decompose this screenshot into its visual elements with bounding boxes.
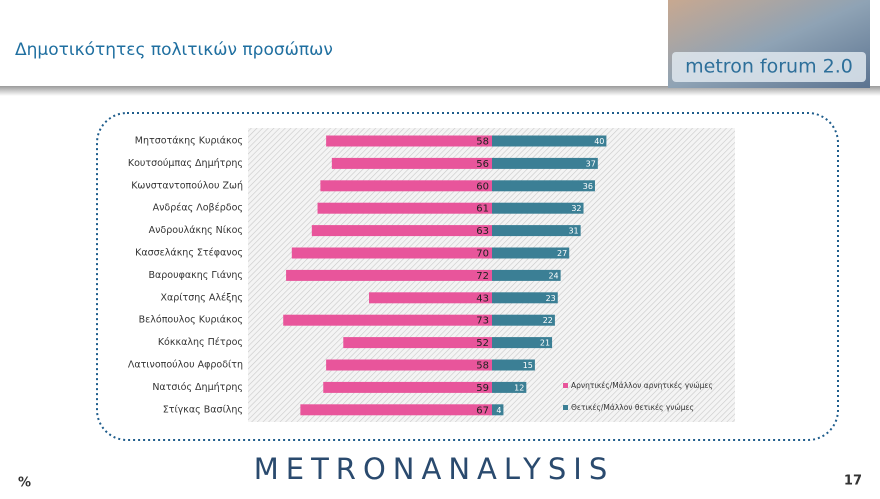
value-label: 31	[568, 227, 578, 236]
category-label: Λατινοπούλου Αφροδίτη	[128, 360, 243, 371]
category-label: Ανδρέας Λοβέρδος	[153, 203, 243, 214]
bar-negative	[291, 247, 492, 259]
value-label: 59	[476, 383, 489, 394]
value-label: 56	[476, 159, 489, 170]
bar-negative	[286, 269, 492, 281]
value-label: 12	[514, 383, 524, 392]
header-band	[0, 86, 880, 96]
category-label: Στίγκας Βασίλης	[163, 404, 243, 415]
value-label: 32	[571, 204, 581, 213]
bar-positive	[492, 135, 607, 147]
category-label: Βαρουφακης Γιάνης	[148, 270, 243, 281]
legend-swatch	[563, 405, 568, 410]
bar-positive	[492, 157, 598, 169]
bar-negative	[343, 337, 492, 349]
value-label: 60	[476, 181, 489, 192]
value-label: 37	[586, 159, 596, 168]
value-label: 58	[476, 137, 489, 148]
value-label: 67	[476, 405, 489, 416]
value-label: 58	[476, 361, 489, 372]
slide-title: Δημοτικότητες πολιτικών προσώπων	[15, 40, 333, 60]
bar-positive	[492, 247, 570, 259]
brand: METRONANALYSIS	[254, 452, 615, 486]
bar-negative	[326, 135, 492, 147]
bar-positive	[492, 225, 581, 237]
category-label: Κωνσταντοπούλου Ζωή	[131, 180, 243, 191]
bar-positive	[492, 404, 504, 416]
value-label: 15	[523, 361, 533, 370]
bar-positive	[492, 314, 555, 326]
value-label: 72	[476, 271, 489, 282]
value-label: 23	[546, 294, 556, 303]
bar-negative	[283, 314, 492, 326]
category-label: Βελόπουλος Κυριάκος	[139, 315, 243, 326]
category-label: Μητσοτάκης Κυριάκος	[135, 136, 243, 147]
bar-negative	[300, 404, 492, 416]
category-label: Ανδρουλάκης Νίκος	[149, 225, 243, 236]
bar-positive	[492, 359, 535, 371]
logo-plate	[672, 52, 866, 82]
bar-negative	[317, 202, 492, 214]
page-number: 17	[844, 474, 862, 489]
value-label: 4	[496, 406, 501, 415]
value-label: 73	[476, 316, 489, 327]
value-label: 70	[476, 249, 489, 260]
value-label: 22	[543, 316, 553, 325]
value-label: 52	[476, 338, 489, 349]
bar-positive	[492, 337, 553, 349]
logo-text: metron forum 2.0	[685, 56, 853, 78]
value-label: 36	[583, 182, 593, 191]
bar-negative	[320, 180, 492, 192]
bar-negative	[326, 359, 492, 371]
value-label: 61	[476, 204, 489, 215]
legend-swatch	[563, 383, 568, 388]
bar-negative	[331, 157, 492, 169]
value-label: 27	[557, 249, 567, 258]
legend-label: Θετικές/Μάλλον θετικές γνώμες	[571, 403, 694, 412]
category-label: Κουτσούμπας Δημήτρης	[128, 158, 243, 169]
value-label: 21	[540, 339, 550, 348]
category-label: Κόκκαλης Πέτρος	[158, 337, 243, 348]
bar-negative	[311, 225, 492, 237]
frame	[96, 112, 839, 441]
value-label: 43	[476, 293, 489, 304]
bar-negative	[323, 381, 492, 393]
value-label: 40	[594, 137, 604, 146]
category-label: Νατσιός Δημήτρης	[152, 382, 243, 393]
bar-positive	[492, 202, 584, 214]
value-label: 63	[476, 226, 489, 237]
bar-positive	[492, 269, 561, 281]
legend-label: Αρνητικές/Μάλλον αρνητικές γνώμες	[571, 381, 713, 390]
category-label: Κασσελάκης Στέφανος	[135, 248, 243, 259]
bar-positive	[492, 292, 558, 304]
unit: %	[18, 476, 31, 491]
value-label: 24	[548, 271, 558, 280]
category-label: Χαρίτσης Αλέξης	[160, 292, 243, 303]
bar-positive	[492, 381, 527, 393]
bar-positive	[492, 180, 595, 192]
bar-negative	[369, 292, 492, 304]
